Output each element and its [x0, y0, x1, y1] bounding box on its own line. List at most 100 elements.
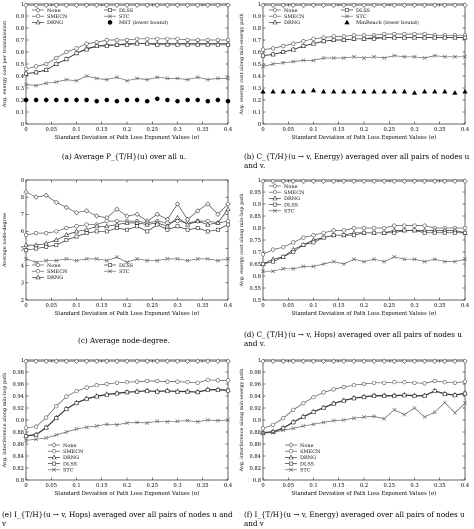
- y-tick-label: 0.96: [249, 382, 261, 388]
- y-tick-label: 0.8: [253, 26, 261, 32]
- legend-marker: [288, 467, 294, 472]
- legend-marker: [35, 274, 41, 280]
- data-point-smecn: [33, 231, 39, 236]
- series-smecn: [23, 377, 231, 430]
- caption-f: (f) I_{T/H}(u → v, Energy) averaged over…: [244, 510, 465, 528]
- legend-label: SMECN: [284, 14, 305, 20]
- data-point-mst-lower-bound: [43, 97, 49, 103]
- legend-item-stc: STC: [285, 468, 311, 474]
- legend-item-none: None: [48, 442, 77, 449]
- data-point-smecn: [54, 229, 59, 234]
- data-point-minreach-lower-bound: [270, 88, 276, 94]
- legend-item-smecn: SMECN: [32, 269, 68, 275]
- legend-label: None: [300, 443, 314, 449]
- data-point-none: [215, 211, 221, 217]
- y-tick-label: 1: [258, 178, 261, 184]
- data-point-minreach-lower-bound: [310, 87, 317, 93]
- series-stc: [23, 255, 231, 265]
- data-point-stc: [34, 83, 39, 88]
- data-point-stc: [402, 54, 407, 59]
- legend-item-dlss: DLSS: [104, 8, 134, 14]
- x-tick-label: 0.05: [282, 483, 294, 489]
- data-point-smecn: [382, 380, 387, 385]
- y-axis-label: Avg. energy cost per transmission: [2, 20, 8, 108]
- data-point-stc: [34, 437, 39, 442]
- y-tick-label: 3: [21, 281, 24, 287]
- legend-marker: [51, 467, 57, 472]
- data-point-minreach-lower-bound: [371, 88, 377, 94]
- legend-item-smecn: SMECN: [32, 14, 68, 20]
- data-point-none: [114, 206, 120, 212]
- data-point-none: [124, 213, 130, 219]
- legend-item-minreach-lower-bound: MinReach (lower bound): [344, 19, 419, 26]
- x-tick-label: 0.1: [72, 483, 80, 489]
- data-point-none: [184, 358, 191, 364]
- data-point-stc: [301, 423, 306, 429]
- data-point-none: [351, 2, 357, 8]
- data-point-stc: [271, 430, 276, 435]
- data-point-none: [361, 358, 367, 364]
- data-point-stc: [23, 438, 29, 443]
- data-point-stc: [155, 75, 160, 80]
- data-point-stc: [331, 259, 336, 264]
- data-point-stc: [301, 58, 306, 63]
- legend-label: None: [284, 184, 298, 190]
- data-point-none: [195, 2, 201, 8]
- data-point-none: [124, 2, 130, 8]
- legend-label: DRNG: [47, 275, 63, 281]
- data-point-stc: [402, 257, 407, 262]
- legend-label: DLSS: [63, 461, 78, 467]
- data-point-stc: [291, 426, 296, 431]
- legend-item-none: None: [269, 7, 298, 14]
- data-point-none: [144, 358, 150, 364]
- data-point-stc: [462, 257, 468, 262]
- data-point-dlss: [145, 41, 150, 46]
- data-point-dlss: [321, 235, 326, 240]
- legend-item-dlss: DLSS: [104, 263, 134, 269]
- data-point-smecn: [74, 224, 79, 229]
- data-point-none: [270, 2, 276, 8]
- data-point-none: [290, 178, 296, 184]
- y-tick-label: 0.85: [249, 214, 261, 220]
- data-point-smecn: [135, 36, 140, 41]
- y-tick-label: 0.86: [12, 442, 24, 448]
- data-point-smecn: [145, 378, 150, 384]
- data-point-smecn: [281, 245, 286, 250]
- data-point-dlss: [74, 401, 79, 406]
- data-point-none: [341, 178, 347, 184]
- data-point-stc: [225, 256, 231, 261]
- data-point-none: [411, 178, 418, 184]
- data-point-stc: [311, 422, 316, 427]
- data-point-none: [391, 358, 397, 364]
- data-point-stc: [321, 261, 326, 267]
- y-tick-label: 0.7: [16, 38, 24, 44]
- y-axis-label: Average node-degree: [2, 213, 8, 268]
- data-point-stc: [452, 259, 457, 264]
- data-point-none: [154, 211, 160, 217]
- data-point-dlss: [291, 250, 296, 254]
- data-point-none: [452, 178, 458, 184]
- legend-marker: [51, 449, 57, 454]
- data-point-stc: [165, 256, 170, 261]
- data-point-dlss: [24, 248, 28, 253]
- y-tick-label: 0.2: [16, 98, 24, 104]
- data-point-dlss: [64, 238, 69, 242]
- data-point-smecn: [195, 380, 200, 385]
- data-point-smecn: [301, 235, 306, 240]
- data-point-dlss: [291, 47, 296, 52]
- legend-item-stc: STC: [104, 14, 130, 20]
- y-tick-label: 0.2: [253, 98, 261, 104]
- data-point-stc: [185, 418, 190, 423]
- x-tick-label: 0.25: [146, 127, 158, 133]
- data-point-smecn: [104, 37, 109, 43]
- data-point-none: [134, 2, 140, 8]
- data-point-stc: [44, 435, 49, 441]
- legend-marker: [107, 20, 113, 25]
- data-point-none: [432, 358, 438, 364]
- data-point-smecn: [64, 49, 69, 55]
- data-point-stc: [54, 432, 59, 438]
- data-point-dlss: [84, 231, 89, 236]
- y-tick-label: 6: [21, 229, 24, 235]
- data-point-dlss: [311, 41, 316, 46]
- data-point-none: [104, 2, 110, 8]
